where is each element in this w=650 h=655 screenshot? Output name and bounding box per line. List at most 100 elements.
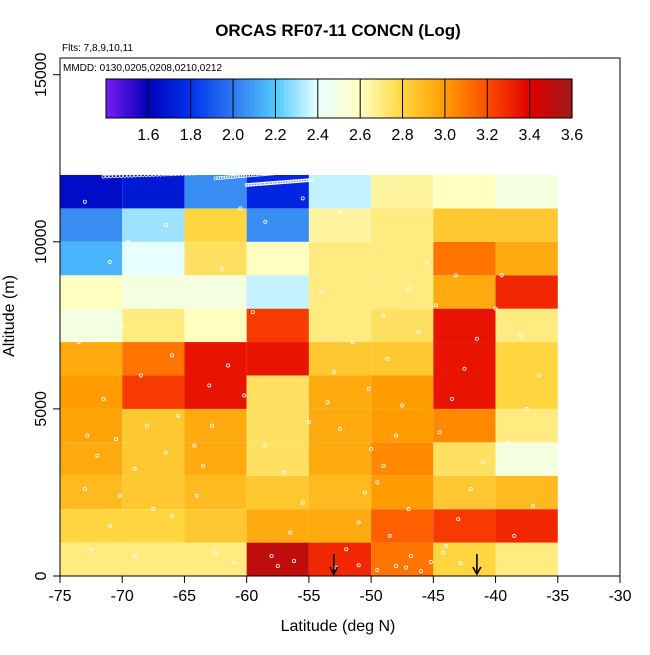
heatmap-cell	[371, 208, 434, 242]
observation-point	[337, 209, 342, 214]
colorbar-swatch	[309, 79, 315, 118]
x-tick-label: -60	[235, 588, 258, 605]
x-tick-label: -45	[422, 588, 445, 605]
heatmap-cell	[122, 442, 185, 476]
heatmap-cell	[308, 342, 372, 376]
colorbar-swatch	[228, 79, 234, 118]
colorbar-swatch	[220, 79, 226, 118]
y-tick-label: 10000	[33, 219, 50, 264]
colorbar-tick-label: 2.8	[391, 127, 413, 144]
heatmap-cell	[371, 542, 434, 576]
colorbar-swatch	[444, 79, 450, 118]
observation-point	[201, 463, 206, 468]
observation-point	[375, 567, 380, 572]
heatmap-cell	[433, 408, 496, 443]
colorbar-swatch	[423, 79, 429, 118]
heatmap-cell	[308, 275, 372, 309]
track-point	[112, 174, 117, 179]
observation-point	[163, 223, 168, 228]
heatmap-cell	[308, 509, 372, 543]
heatmap-cell	[60, 241, 123, 276]
colorbar-swatch	[546, 79, 552, 118]
heatmap-cell	[184, 442, 247, 476]
observation-point	[213, 550, 218, 555]
colorbar-swatch	[152, 79, 158, 118]
colorbar-swatch	[118, 79, 124, 118]
track-point	[238, 174, 243, 179]
y-tick-label: 5000	[33, 391, 50, 427]
heatmap-cell	[122, 542, 185, 576]
colorbar-swatch	[398, 79, 404, 118]
colorbar-swatch	[478, 79, 484, 118]
colorbar-swatch	[254, 79, 260, 118]
observation-point	[400, 403, 405, 408]
colorbar-swatch	[110, 79, 116, 118]
colorbar-swatch	[538, 79, 543, 118]
observation-point	[337, 426, 342, 431]
observation-point	[362, 490, 367, 495]
x-tick-label: -70	[111, 588, 134, 605]
colorbar-swatch	[148, 79, 154, 118]
heatmap-cell	[371, 275, 434, 309]
colorbar-tick-label: 3.0	[434, 127, 456, 144]
arrow-marker-head	[329, 566, 339, 576]
observation-point	[408, 553, 413, 558]
colorbar-swatch	[499, 79, 505, 118]
heatmap-cell	[246, 442, 309, 476]
heatmap-cell	[308, 475, 372, 510]
heatmap-cell	[433, 542, 496, 576]
colorbar-tick-label: 2.0	[222, 127, 244, 144]
colorbar-swatch	[432, 79, 438, 118]
observation-point	[458, 561, 463, 566]
track-point	[226, 170, 231, 175]
heatmap-cell	[495, 275, 558, 309]
observation-point	[331, 370, 336, 375]
heatmap-cell	[60, 408, 123, 443]
colorbar-swatch	[275, 79, 281, 118]
x-axis-title: Latitude (deg N)	[281, 618, 396, 635]
flights-annotation: Flts: 7,8,9,10,11	[62, 43, 133, 54]
heatmap-cell	[122, 408, 185, 443]
track-point	[155, 172, 160, 177]
colorbar-tick-label: 2.6	[349, 127, 371, 144]
track-point	[246, 173, 250, 178]
colorbar-swatch	[440, 79, 446, 118]
observation-point	[499, 273, 504, 278]
observation-point	[425, 259, 430, 264]
track-point	[256, 172, 260, 177]
track-point	[201, 171, 206, 175]
track-point	[313, 168, 317, 172]
track-point	[101, 174, 106, 179]
track-point	[216, 170, 220, 175]
track-point	[158, 172, 163, 177]
observation-point	[433, 303, 438, 308]
observation-point	[512, 533, 517, 538]
x-tick-label: -75	[48, 588, 71, 605]
colorbar-tick-label: 1.8	[180, 127, 202, 144]
colorbar-swatch	[127, 79, 133, 118]
colorbar-swatch	[406, 79, 412, 118]
observation-point	[385, 356, 390, 361]
colorbar-swatch	[355, 79, 361, 118]
observation-point	[250, 309, 255, 314]
colorbar-swatch	[334, 79, 340, 118]
observation-point	[117, 493, 122, 498]
track-point	[221, 175, 225, 180]
heatmap-cell	[122, 375, 185, 409]
track-point	[223, 175, 228, 180]
heatmap-cell	[60, 342, 123, 376]
observation-point	[120, 323, 125, 328]
observation-point	[169, 353, 174, 358]
observation-point	[114, 436, 119, 441]
colorbar-swatch	[216, 79, 221, 118]
colorbar-swatch	[533, 79, 539, 118]
colorbar-swatch	[211, 79, 217, 118]
colorbar-swatch	[258, 79, 264, 118]
track-point	[151, 173, 156, 177]
colorbar-swatch	[394, 79, 399, 118]
observation-point	[416, 330, 421, 335]
track-point	[191, 171, 195, 176]
track-point	[226, 175, 230, 180]
heatmap-cell	[433, 275, 496, 309]
heatmap-cell	[246, 408, 309, 443]
